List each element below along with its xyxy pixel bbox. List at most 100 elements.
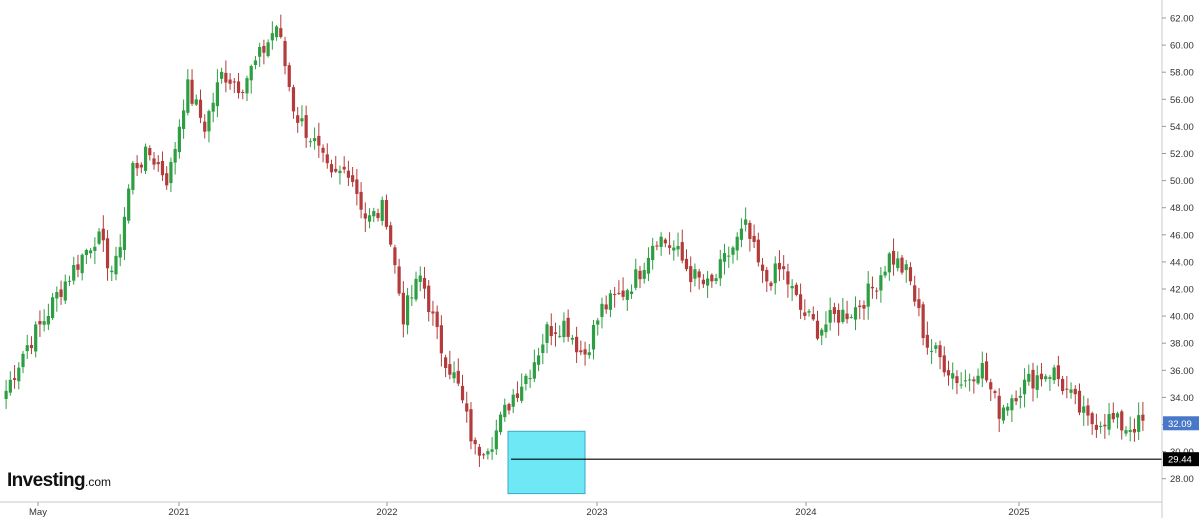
candle-body: [989, 382, 993, 390]
candle-body: [968, 379, 972, 381]
candle-body: [266, 42, 270, 57]
candle-body: [980, 363, 984, 379]
candle-body: [114, 255, 118, 275]
candle-body: [460, 385, 465, 401]
candle-body: [186, 79, 190, 113]
candle-body: [710, 274, 714, 282]
candle-body: [718, 259, 722, 279]
candle-body: [287, 65, 291, 87]
candle-body: [296, 115, 300, 123]
candle-body: [866, 283, 870, 307]
candle-body: [422, 278, 427, 289]
candle-body: [638, 270, 642, 280]
candle-body: [536, 355, 541, 365]
candle-body: [714, 278, 718, 282]
x-tick-label: 2023: [586, 507, 607, 518]
candle-body: [152, 158, 156, 165]
candle-body: [790, 286, 794, 289]
candle-body: [253, 60, 258, 66]
candle-body: [405, 295, 410, 326]
candle-body: [642, 269, 646, 279]
candle-body: [769, 282, 773, 287]
candle-body: [862, 305, 866, 309]
candle-body: [1082, 406, 1086, 413]
candle-body: [583, 349, 587, 355]
candle-body: [38, 320, 42, 325]
candle-body: [46, 315, 50, 325]
candle-body: [317, 135, 321, 146]
x-tick-label: May: [29, 507, 47, 518]
candle-body: [934, 345, 938, 349]
candle-body: [693, 269, 697, 279]
candle-body: [494, 430, 498, 450]
candle-body: [236, 81, 241, 94]
candle-body: [570, 337, 574, 340]
candle-body: [617, 292, 621, 294]
candle-body: [904, 264, 908, 270]
candle-body: [431, 311, 435, 314]
investing-logo: Investing.com: [7, 470, 111, 492]
candle-body: [993, 391, 997, 393]
candle-body: [921, 304, 925, 339]
candle-body: [414, 278, 418, 300]
y-tick-label: 28.00: [1170, 474, 1194, 485]
candle-body: [672, 247, 676, 251]
candle-body: [127, 188, 131, 221]
candle-body: [1065, 388, 1069, 390]
price-badges: 32.09 29.44: [1163, 416, 1199, 467]
candle-body: [727, 255, 731, 257]
candle-body: [963, 380, 967, 382]
candle-body: [148, 148, 152, 156]
logo-text: Investing: [7, 470, 86, 491]
candle-body: [190, 79, 194, 104]
candle-body: [503, 404, 507, 418]
candle-body: [1018, 395, 1022, 398]
y-tick-label: 60.00: [1170, 41, 1194, 52]
candle-body: [262, 45, 266, 53]
candle-body: [76, 264, 80, 270]
candle-body: [372, 211, 376, 217]
y-tick-label: 42.00: [1170, 285, 1194, 296]
candle-body: [490, 449, 494, 452]
candle-body: [477, 446, 482, 456]
candle-body: [587, 352, 591, 356]
candle-body: [105, 238, 110, 269]
candle-body: [575, 336, 579, 353]
candle-body: [182, 110, 186, 129]
candle-body: [1022, 379, 1027, 395]
candle-body: [803, 312, 807, 316]
support-level-label: 29.44: [1168, 455, 1192, 466]
candle-body: [528, 378, 532, 380]
candle-body: [207, 111, 211, 132]
y-tick-label: 34.00: [1170, 393, 1194, 404]
y-tick-label: 56.00: [1170, 95, 1194, 106]
candle-body: [646, 257, 651, 274]
candle-body: [173, 148, 177, 163]
candle-body: [351, 175, 355, 182]
candle-body: [984, 361, 989, 381]
x-tick-label: 2025: [1008, 507, 1029, 518]
candle-body: [291, 87, 296, 112]
candle-body: [42, 321, 46, 325]
candle-body: [228, 79, 232, 84]
candle-body: [334, 168, 338, 172]
candle-body: [118, 247, 122, 258]
candle-body: [579, 350, 583, 353]
candle-body: [8, 379, 12, 393]
candle-body: [304, 115, 308, 138]
candle-body: [63, 281, 67, 301]
candle-body: [456, 370, 460, 384]
candle-body: [435, 311, 439, 328]
y-tick-label: 40.00: [1170, 312, 1194, 323]
candle-body: [380, 199, 384, 221]
candle-body: [942, 355, 946, 373]
candle-body: [482, 454, 486, 456]
candle-body: [558, 335, 562, 337]
candle-body: [959, 384, 963, 386]
candle-body: [938, 345, 942, 358]
candle-body: [929, 350, 934, 352]
candle-body: [1094, 424, 1099, 430]
x-axis: May 2021 2022 2023 2024 2025: [0, 501, 1162, 518]
candle-body: [815, 320, 820, 339]
candle-body: [760, 264, 765, 271]
